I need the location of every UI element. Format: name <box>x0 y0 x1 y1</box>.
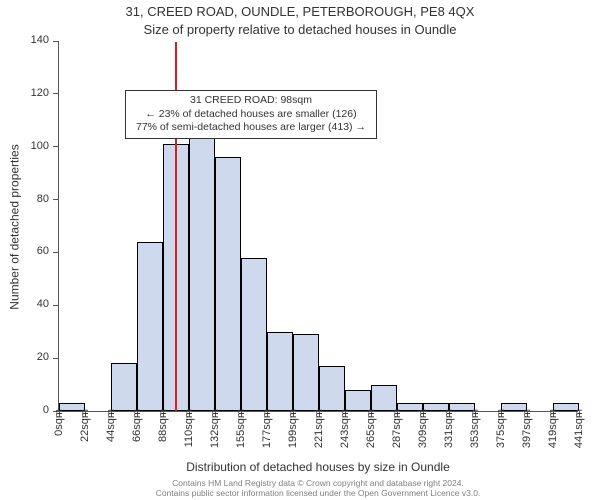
x-tick-label: 66sqm <box>131 409 143 442</box>
x-axis-label: Distribution of detached houses by size … <box>58 460 578 474</box>
x-tick-label: 155sqm <box>235 409 247 448</box>
x-tick-label: 331sqm <box>443 409 455 448</box>
y-tick-mark <box>53 358 59 359</box>
histogram-bar <box>267 332 293 411</box>
x-tick-label: 243sqm <box>339 409 351 448</box>
x-tick-label: 110sqm <box>183 409 195 447</box>
info-box-line1: 31 CREED ROAD: 98sqm <box>136 94 366 108</box>
y-tick-label: 140 <box>9 34 49 46</box>
histogram-bar <box>215 157 241 411</box>
y-tick-mark <box>53 199 59 200</box>
x-tick-label: 353sqm <box>469 409 481 448</box>
histogram-bar <box>241 258 267 411</box>
x-tick-label: 177sqm <box>261 409 273 448</box>
x-tick-label: 419sqm <box>547 409 559 448</box>
attribution-line2: Contains public sector information licen… <box>58 488 578 498</box>
y-tick-mark <box>53 146 59 147</box>
y-tick-label: 20 <box>9 351 49 363</box>
x-tick-label: 88sqm <box>157 409 169 442</box>
x-tick-label: 44sqm <box>105 409 117 442</box>
x-tick-label: 199sqm <box>287 409 299 448</box>
histogram-bar <box>137 242 163 411</box>
histogram-bar <box>319 366 345 411</box>
histogram-bar <box>189 115 215 411</box>
x-tick-label: 441sqm <box>573 409 585 448</box>
info-box-line3: 77% of semi-detached houses are larger (… <box>136 121 366 135</box>
info-box-line2: ← 23% of detached houses are smaller (12… <box>136 108 366 122</box>
histogram-bar <box>293 334 319 411</box>
y-tick-mark <box>53 252 59 253</box>
y-tick-label: 120 <box>9 87 49 99</box>
x-tick-label: 22sqm <box>79 409 91 442</box>
x-tick-label: 397sqm <box>521 409 533 448</box>
info-box: 31 CREED ROAD: 98sqm ← 23% of detached h… <box>125 90 377 139</box>
chart-title-sub: Size of property relative to detached ho… <box>0 22 600 37</box>
x-tick-label: 265sqm <box>365 409 377 448</box>
y-tick-mark <box>53 41 59 42</box>
y-axis-label-text: Number of detached properties <box>8 144 22 309</box>
y-tick-mark <box>53 305 59 306</box>
y-tick-mark <box>53 93 59 94</box>
x-tick-label: 375sqm <box>495 409 507 448</box>
x-tick-label: 132sqm <box>209 409 221 448</box>
y-tick-label: 100 <box>9 140 49 152</box>
chart-title-main: 31, CREED ROAD, OUNDLE, PETERBOROUGH, PE… <box>0 4 600 19</box>
chart-container: 31, CREED ROAD, OUNDLE, PETERBOROUGH, PE… <box>0 0 600 500</box>
y-tick-label: 40 <box>9 298 49 310</box>
histogram-bar <box>111 363 137 411</box>
plot-area: 31 CREED ROAD: 98sqm ← 23% of detached h… <box>58 42 578 412</box>
y-tick-label: 0 <box>9 404 49 416</box>
attribution-line1: Contains HM Land Registry data © Crown c… <box>58 478 578 488</box>
histogram-bar <box>371 385 397 411</box>
x-tick-label: 309sqm <box>417 409 429 448</box>
x-tick-label: 221sqm <box>313 409 325 448</box>
histogram-bar <box>345 390 371 411</box>
attribution: Contains HM Land Registry data © Crown c… <box>58 478 578 498</box>
x-tick-label: 287sqm <box>391 409 403 448</box>
y-tick-label: 80 <box>9 193 49 205</box>
x-tick-label: 0sqm <box>53 409 65 436</box>
y-tick-label: 60 <box>9 245 49 257</box>
